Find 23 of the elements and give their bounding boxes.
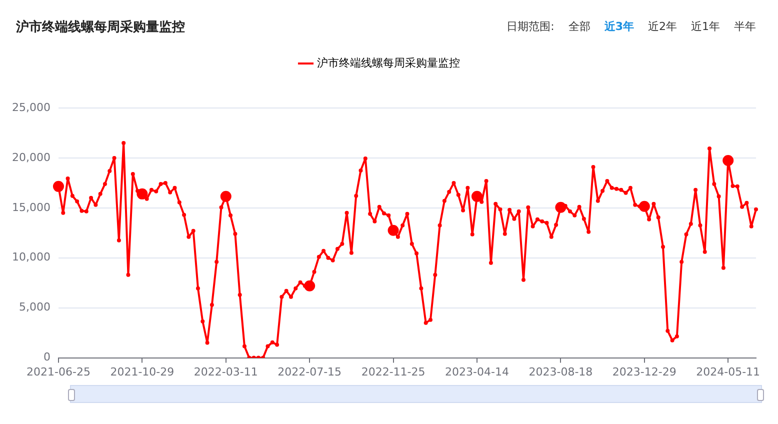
x-tick-label: 2022-07-15	[278, 365, 342, 378]
chart-title: 沪市终端线螺每周采购量监控	[16, 18, 185, 36]
x-tick-label: 2023-04-14	[445, 365, 509, 378]
x-tick-label: 2024-05-11	[696, 365, 760, 378]
text: 近1年	[691, 19, 720, 34]
text: 日期范围:	[506, 19, 554, 34]
text: 近2年	[648, 19, 677, 34]
y-tick-label: 10,000	[12, 250, 50, 264]
text: 全部	[568, 19, 590, 34]
y-tick-label: 20,000	[12, 150, 50, 164]
y-tick-label: 0	[43, 350, 50, 364]
x-tick-label: 2023-12-29	[612, 365, 676, 378]
x-tick-label: 2023-08-18	[528, 365, 593, 378]
x-tick-label: 2022-03-11	[194, 365, 258, 378]
x-tick-label: 2022-11-25	[361, 365, 426, 378]
text: 近3年	[604, 19, 634, 34]
y-tick-label: 25,000	[12, 100, 50, 114]
y-tick-label: 15,000	[12, 200, 50, 214]
x-tick-label: 2021-10-29	[110, 365, 174, 378]
y-tick-label: 5,000	[18, 300, 50, 314]
text: 半年	[734, 19, 756, 34]
x-tick-label: 2021-06-25	[26, 365, 90, 378]
legend-label: 沪市终端线螺每周采购量监控	[316, 56, 460, 70]
